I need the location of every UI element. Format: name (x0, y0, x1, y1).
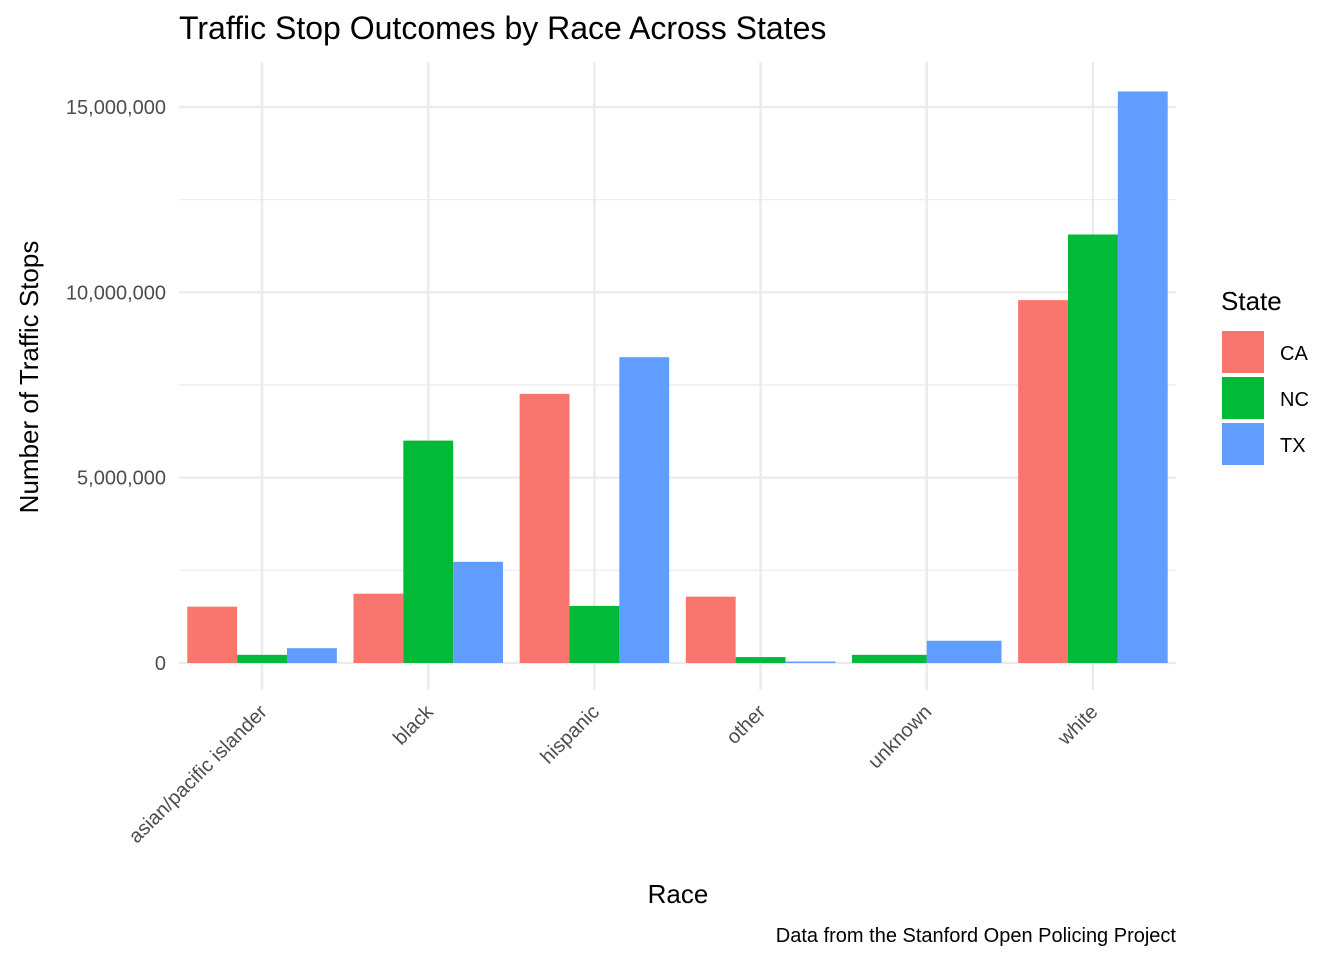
x-axis-ticks: asian/pacific islander black hispanic other… (125, 700, 1103, 848)
bar-tx (619, 357, 670, 663)
bar-nc (403, 440, 454, 663)
bar-nc (237, 654, 288, 663)
legend-label-tx: TX (1280, 435, 1306, 457)
legend-key-tx (1222, 423, 1264, 465)
legend-key-nc (1222, 377, 1264, 419)
bar-tx (926, 640, 1002, 663)
x-tick-label: hispanic (537, 701, 604, 768)
bar-ca (187, 606, 238, 663)
legend-label-ca: CA (1280, 343, 1308, 365)
bar-tx (287, 648, 337, 663)
legend-title: State (1221, 286, 1282, 316)
x-tick-label: asian/pacific islander (125, 701, 272, 848)
bar-tx (1117, 91, 1168, 663)
bar-ca (685, 596, 736, 663)
x-axis-title: Race (648, 879, 709, 909)
chart-caption: Data from the Stanford Open Policing Pro… (776, 925, 1177, 947)
bar-tx (453, 561, 504, 663)
legend-items: CA NC TX (1222, 331, 1309, 465)
y-axis-ticks: 0 5,000,000 10,000,000 15,000,000 (66, 97, 166, 675)
x-tick-label: unknown (864, 701, 936, 773)
y-tick-label: 15,000,000 (66, 97, 166, 119)
bars (187, 91, 1168, 663)
y-tick-label: 5,000,000 (77, 468, 166, 490)
bar-ca (519, 393, 570, 663)
y-tick-label: 10,000,000 (66, 282, 166, 304)
bar-nc (851, 654, 927, 663)
bar-nc (1067, 234, 1118, 663)
x-tick-label: black (389, 700, 438, 749)
bar-nc (569, 605, 620, 663)
x-tick-label: white (1053, 701, 1102, 750)
legend-label-nc: NC (1280, 389, 1309, 411)
chart-title: Traffic Stop Outcomes by Race Across Sta… (179, 10, 826, 46)
y-tick-label: 0 (155, 653, 166, 675)
bar-ca (353, 593, 404, 663)
legend-key-ca (1222, 331, 1264, 373)
bar-nc (735, 657, 786, 663)
bar-ca (1018, 300, 1068, 663)
x-tick-label: other (722, 701, 770, 749)
legend: State CA NC TX (1221, 286, 1309, 465)
bar-tx (785, 661, 836, 663)
y-axis-title: Number of Traffic Stops (14, 241, 44, 514)
